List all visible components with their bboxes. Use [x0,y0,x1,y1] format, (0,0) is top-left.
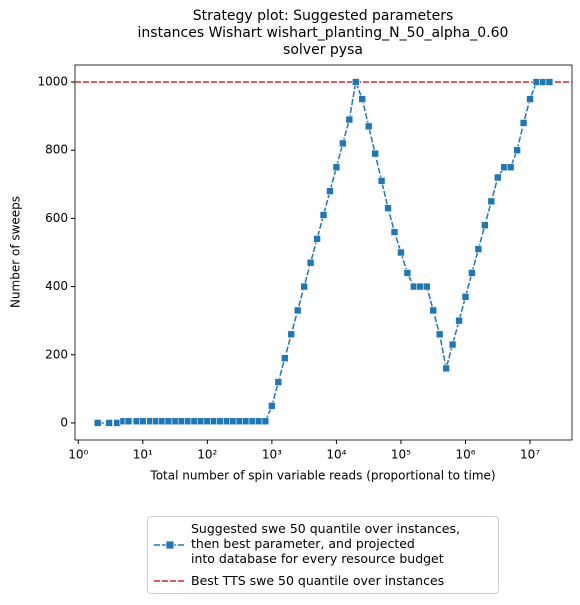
marker [442,364,450,373]
marker [132,417,141,426]
marker [190,417,199,426]
marker [435,330,444,339]
marker [364,122,373,131]
marker [429,306,438,315]
chart-title: Strategy plot: Suggested parameters inst… [137,8,509,58]
marker [93,419,102,427]
y-tick-label: 0 [60,415,68,429]
marker [158,417,167,426]
marker [513,146,521,155]
marker [519,119,528,127]
y-tick-label: 600 [45,211,68,225]
marker [300,282,308,291]
marker [177,417,186,426]
marker [416,282,425,291]
marker [532,78,541,86]
marker [526,95,534,103]
x-tick-label: 10⁵ [391,448,411,462]
marker [506,163,515,172]
marker [500,163,509,172]
y-axis-label: Number of sweeps [9,196,23,308]
marker [306,258,315,267]
legend-label: Best TTS swe 50 quantile over instances [191,573,445,588]
y-tick-label: 1000 [37,75,68,89]
marker [210,417,218,426]
legend: Suggested swe 50 quantile over instances… [147,516,499,594]
legend-symbol [154,540,186,550]
marker [481,221,489,230]
marker [184,417,192,426]
marker [384,204,392,212]
marker [248,417,257,426]
marker [216,417,224,426]
y-tick-label: 200 [45,347,68,361]
marker [196,417,205,426]
marker [422,282,431,291]
marker [474,245,483,253]
marker [332,163,341,172]
x-axis-label: Total number of spin variable reads (pro… [149,469,495,483]
marker [313,235,321,243]
marker [113,419,121,427]
y-tick-label: 800 [45,143,68,157]
marker [397,248,405,257]
marker [545,78,554,86]
marker [255,417,263,426]
marker [287,330,296,339]
marker [339,139,347,148]
plot-frame [74,64,573,441]
marker [345,115,354,124]
legend-label: Suggested swe 50 quantile over instances… [191,521,460,566]
marker [358,95,367,103]
x-tick-label: 10² [197,448,217,462]
x-tick-label: 10⁴ [326,448,346,462]
x-tick-label: 10⁷ [520,448,540,462]
marker [152,417,160,426]
marker [461,293,470,301]
marker [351,78,360,86]
marker [222,417,231,426]
marker [235,417,244,426]
x-tick-label: 10¹ [133,448,153,462]
marker [139,417,147,426]
legend-symbol [154,580,186,582]
y-tick-label: 400 [45,279,68,293]
marker [280,354,289,362]
marker [164,417,173,426]
marker [326,187,334,195]
marker [493,173,502,182]
marker [371,149,379,158]
marker [468,269,476,277]
marker [539,78,547,86]
marker [261,417,270,426]
marker [274,378,283,386]
x-tick-label: 10⁶ [455,448,475,462]
marker [487,197,496,206]
marker [319,211,328,219]
x-tick-label: 10⁰ [68,448,88,462]
marker [171,417,180,426]
marker [448,340,457,349]
marker [377,177,386,185]
marker [242,417,250,426]
marker [293,306,302,315]
marker [455,316,463,325]
marker [229,417,237,426]
marker [403,269,412,277]
x-tick-label: 10³ [262,448,282,462]
marker [124,417,133,426]
marker [203,417,212,426]
marker [390,228,399,236]
marker [268,402,276,410]
marker [105,419,113,427]
marker [410,282,418,291]
